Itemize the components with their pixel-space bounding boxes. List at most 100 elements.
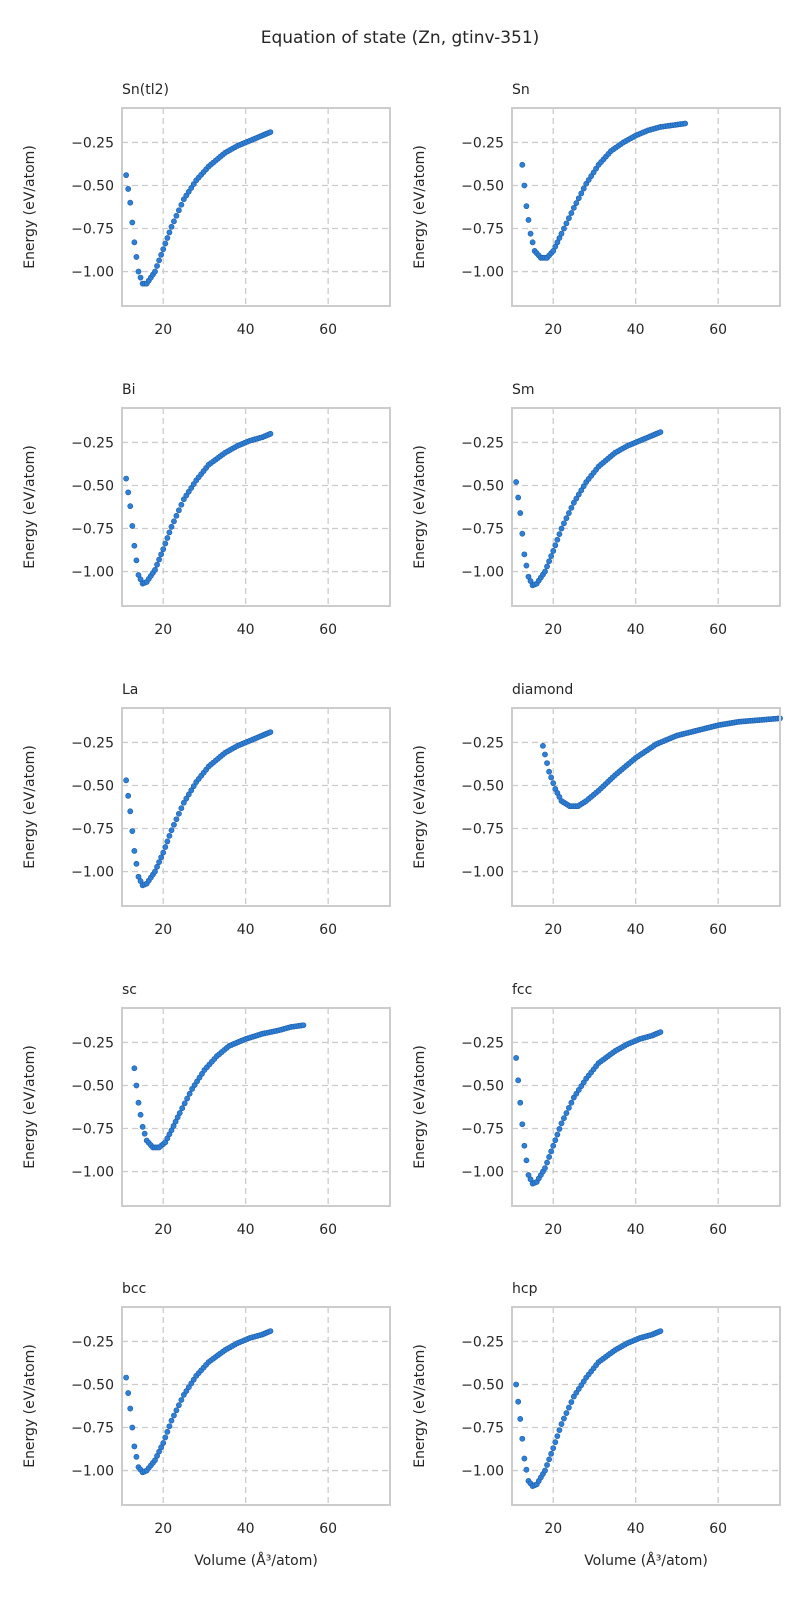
data-point: [563, 220, 570, 227]
data-point: [570, 499, 577, 506]
data-point: [166, 229, 173, 236]
data-point: [573, 200, 580, 206]
data-point: [542, 568, 548, 575]
y-tick-label: −1.00: [71, 1165, 114, 1181]
data-point: [123, 475, 130, 482]
data-point: [183, 795, 190, 802]
y-tick-label: −0.50: [461, 1377, 504, 1393]
data-point: [127, 1405, 134, 1412]
panel-title: Bi: [122, 382, 136, 398]
axes-frame: [121, 707, 391, 907]
y-tick-label: −0.75: [71, 1421, 114, 1437]
y-tick-label: −1.00: [71, 565, 114, 581]
x-tick-label: 40: [627, 1521, 645, 1537]
data-point: [300, 1022, 307, 1029]
data-point: [517, 1099, 524, 1106]
y-tick-label: −0.50: [461, 478, 504, 494]
data-point: [521, 551, 528, 558]
data-point: [575, 195, 582, 202]
axes-frame: [511, 1306, 781, 1506]
data-point: [548, 1450, 555, 1457]
data-point: [156, 257, 163, 264]
data-point: [657, 1328, 664, 1335]
x-tick-label: 20: [154, 1521, 172, 1537]
data-point: [523, 1466, 530, 1473]
x-tick-label: 40: [237, 1222, 255, 1238]
y-tick-label: −0.75: [71, 522, 114, 538]
x-tick-label: 60: [319, 1521, 337, 1537]
data-point: [186, 1090, 193, 1097]
y-tick-label: −0.25: [71, 1334, 114, 1350]
data-point: [154, 561, 160, 568]
y-axis-label: Energy (eV/atom): [22, 1045, 38, 1169]
data-point: [135, 1099, 142, 1106]
y-tick-label: −1.00: [461, 1464, 504, 1480]
data-point: [517, 1416, 524, 1422]
data-point: [550, 548, 557, 554]
data-point: [657, 429, 664, 436]
data-point: [556, 531, 563, 538]
data-point: [168, 523, 175, 530]
y-axis-label: Energy (eV/atom): [412, 745, 428, 869]
data-point: [166, 1423, 173, 1430]
data-point: [152, 868, 158, 875]
y-tick-label: −0.25: [71, 1035, 114, 1051]
data-point: [525, 217, 532, 223]
data-point: [580, 483, 587, 490]
x-tick-label: 60: [319, 322, 337, 338]
data-point: [573, 495, 580, 502]
scatter-plot: sc 20 40 60 −1.00 −0.75 −0.50 −0.25 Energy (eV/a…: [22, 982, 391, 1238]
data-point: [173, 1407, 180, 1414]
data-point: [554, 1433, 561, 1440]
data-point: [158, 551, 165, 558]
data-point: [156, 859, 163, 865]
data-point: [558, 1120, 565, 1127]
panel-title: Sn(tl2): [122, 82, 169, 98]
data-point: [558, 230, 565, 237]
data-point: [550, 780, 557, 787]
y-tick-label: −0.50: [461, 178, 504, 194]
y-tick-label: −1.00: [71, 1464, 114, 1480]
data-point: [133, 1082, 140, 1089]
data-point: [544, 1462, 550, 1468]
data-point: [542, 1467, 548, 1474]
scatter-plot: Sm 20 40 60 −1.00 −0.75 −0.50 −0.25 Energy (eV/a…: [412, 382, 781, 638]
data-point: [552, 1137, 559, 1144]
data-point: [558, 1421, 565, 1427]
data-point: [175, 207, 182, 214]
x-tick-label: 60: [319, 1222, 337, 1238]
data-point: [127, 199, 134, 206]
y-tick-label: −1.00: [461, 565, 504, 581]
y-tick-label: −0.50: [71, 1078, 114, 1094]
data-point: [175, 810, 182, 817]
data-point: [523, 203, 530, 210]
axes-frame: [121, 1007, 391, 1207]
data-point: [125, 1390, 132, 1396]
y-tick-label: −0.25: [461, 435, 504, 451]
data-point: [180, 799, 187, 806]
x-tick-label: 20: [544, 322, 562, 338]
x-tick-label: 60: [709, 1521, 727, 1537]
data-point: [152, 268, 158, 275]
panel-hcp: hcp 20 40 60 −1.00 −0.75 −0.50 −0.25 Energy (eV/…: [412, 1281, 781, 1569]
data-point: [556, 1126, 563, 1132]
data-point: [267, 129, 274, 136]
x-tick-label: 60: [319, 622, 337, 638]
data-point: [548, 553, 555, 559]
data-point: [129, 523, 136, 529]
data-point: [168, 223, 175, 230]
data-point: [267, 729, 274, 736]
y-tick-label: −0.75: [71, 822, 114, 838]
y-tick-label: −0.50: [461, 778, 504, 794]
data-point: [125, 186, 132, 192]
y-axis-label: Energy (eV/atom): [412, 1045, 428, 1169]
y-axis-label: Energy (eV/atom): [22, 1344, 38, 1468]
data-point: [550, 1445, 557, 1452]
data-point: [160, 246, 167, 253]
data-point: [267, 1328, 274, 1335]
data-point: [580, 185, 587, 192]
data-point: [137, 1111, 144, 1118]
data-point: [546, 768, 553, 775]
data-point: [164, 235, 171, 241]
data-point: [137, 274, 144, 281]
